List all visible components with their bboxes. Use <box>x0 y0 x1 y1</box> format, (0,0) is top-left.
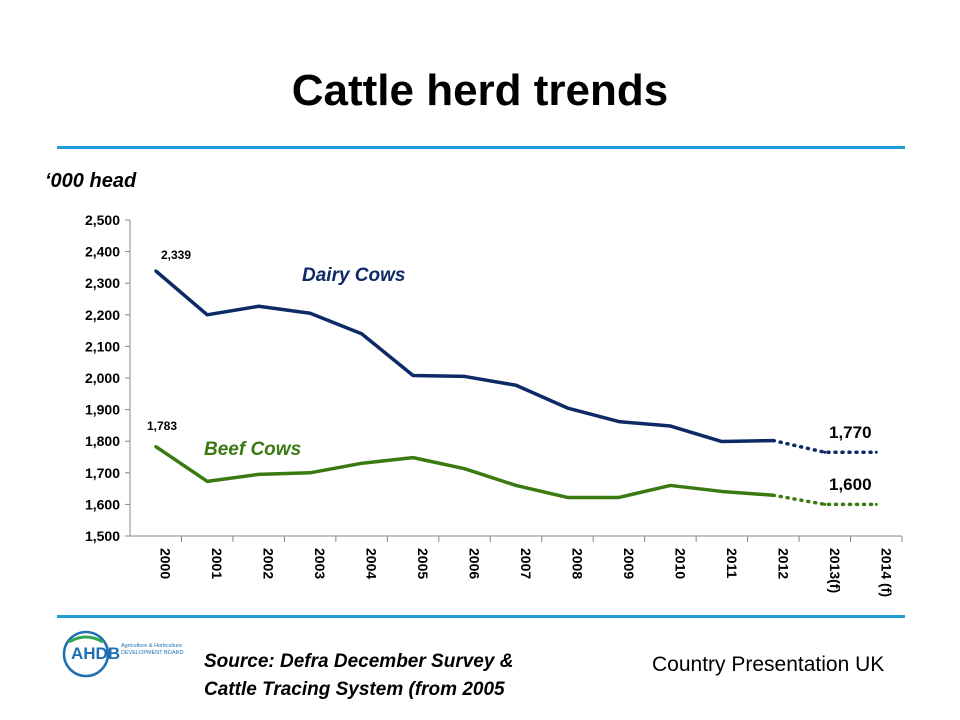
series-point-0 <box>720 440 724 444</box>
series-point-1 <box>154 445 158 449</box>
footer-country-text: Country Presentation UK <box>652 653 885 676</box>
series-point-1 <box>205 479 209 483</box>
series-point-1 <box>617 495 621 499</box>
x-tick-label: 2011 <box>724 548 740 579</box>
series-point-0 <box>360 332 364 336</box>
series-point-0 <box>668 424 672 428</box>
x-tick-label: 2007 <box>518 548 534 579</box>
bottom-divider <box>57 615 905 618</box>
series-line-0 <box>154 269 774 444</box>
x-tick-label: 2002 <box>261 548 277 579</box>
source-note: Source: Defra December Survey & Cattle T… <box>204 648 624 704</box>
y-tick-label: 2,500 <box>85 212 120 228</box>
x-tick-label: 2005 <box>415 548 431 579</box>
series-point-1 <box>771 493 775 497</box>
series-point-0 <box>823 450 827 454</box>
series-name-dairy: Dairy Cows <box>302 265 405 286</box>
logo-emblem-icon <box>62 630 110 678</box>
series-point-0 <box>411 373 415 377</box>
x-tick-label: 2001 <box>209 548 225 579</box>
top-divider <box>57 146 905 149</box>
series-point-1 <box>411 456 415 460</box>
logo-subtitle: Agriculture & Horticulture DEVELOPMENT B… <box>121 643 184 656</box>
logo-name: AHDB <box>71 644 121 663</box>
data-label: 1,600 <box>829 475 872 494</box>
series-forecast-0 <box>771 438 879 455</box>
y-tick-label: 1,700 <box>85 465 120 481</box>
y-tick-label: 1,600 <box>85 496 120 512</box>
x-tick-label: 2012 <box>775 548 791 579</box>
series-point-1 <box>668 483 672 487</box>
y-tick-label: 2,200 <box>85 307 120 323</box>
x-tick-label: 2008 <box>569 548 585 579</box>
x-tick-label: 2009 <box>621 548 637 579</box>
series-point-1 <box>463 467 467 471</box>
series-point-0 <box>463 374 467 378</box>
series-point-0 <box>154 269 158 273</box>
series-point-1 <box>257 472 261 476</box>
x-tick-label: 2004 <box>364 548 380 579</box>
y-tick-label: 1,900 <box>85 402 120 418</box>
series-point-0 <box>308 311 312 315</box>
y-tick-label: 2,300 <box>85 275 120 291</box>
x-tick-label: 2013(f) <box>827 548 843 593</box>
y-tick-label: 2,000 <box>85 370 120 386</box>
x-tick-label: 2006 <box>467 548 483 579</box>
x-tick-label: 2003 <box>312 548 328 579</box>
series-point-1 <box>823 502 827 506</box>
data-label: 1,783 <box>147 419 177 433</box>
series-point-0 <box>257 304 261 308</box>
series-point-1 <box>874 502 878 506</box>
series-point-1 <box>514 483 518 487</box>
series-forecast-1 <box>771 493 879 507</box>
y-tick-label: 2,400 <box>85 244 120 260</box>
series-point-0 <box>565 406 569 410</box>
unit-label: ‘000 head <box>45 170 137 192</box>
series-point-0 <box>771 439 775 443</box>
series-point-1 <box>308 471 312 475</box>
series-point-0 <box>514 383 518 387</box>
x-tick-label: 2010 <box>672 548 688 579</box>
series-point-0 <box>205 313 209 317</box>
source-line-2: Cattle Tracing System (from 2005 <box>204 679 505 700</box>
series-point-0 <box>874 450 878 454</box>
y-tick-label: 1,500 <box>85 528 120 544</box>
x-tick-label: 2014 (f) <box>878 548 894 597</box>
series-point-0 <box>617 420 621 424</box>
y-tick-label: 2,100 <box>85 338 120 354</box>
x-tick-label: 2000 <box>158 548 174 579</box>
series-point-1 <box>360 461 364 465</box>
series-point-1 <box>720 489 724 493</box>
ahdb-logo: AHDB Agriculture & Horticulture DEVELOPM… <box>55 630 195 678</box>
data-label: 2,339 <box>161 248 191 262</box>
y-tick-label: 1,800 <box>85 433 120 449</box>
page-title: Cattle herd trends <box>291 66 669 115</box>
source-line-1: Source: Defra December Survey & <box>204 651 514 672</box>
series-name-beef: Beef Cows <box>204 439 301 460</box>
series-point-1 <box>565 495 569 499</box>
data-label: 1,770 <box>829 423 872 442</box>
